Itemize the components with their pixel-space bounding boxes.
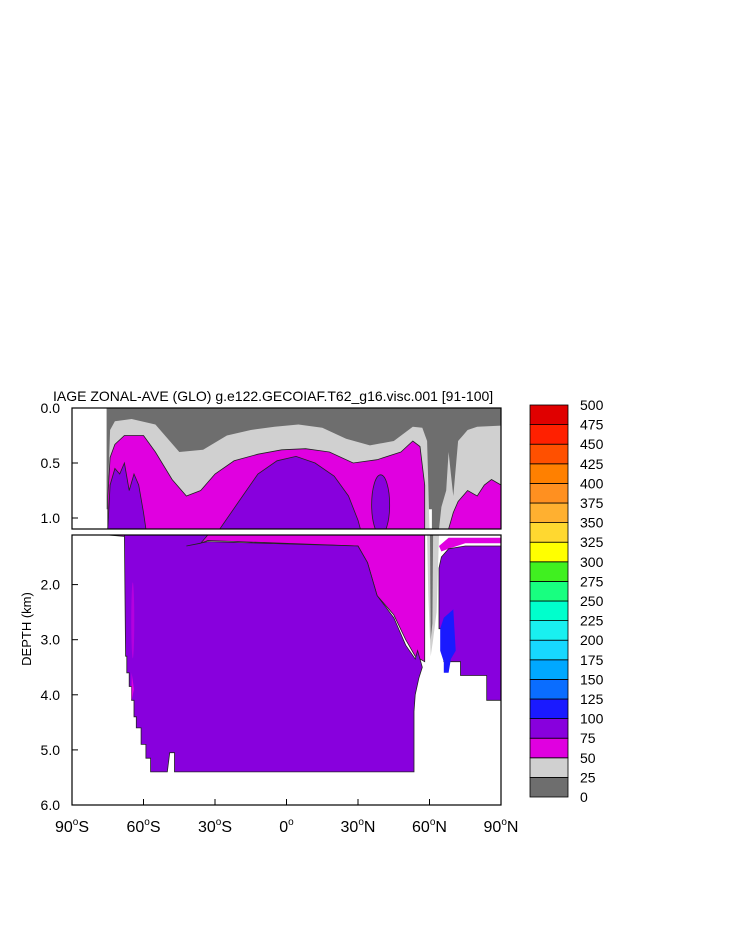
band-25-50-lower [427, 535, 439, 657]
x-tick-number: 90 [55, 819, 73, 836]
x-tick-label: 0o [279, 817, 294, 836]
band-75-100-upper-midlat-patch [371, 474, 391, 529]
colorbar-label: 150 [580, 671, 604, 687]
colorbar-label: 350 [580, 515, 604, 531]
x-tick-degree: o [216, 817, 222, 828]
colorbar-label: 425 [580, 456, 604, 472]
x-tick-hemisphere: S [221, 819, 232, 836]
colorbar-label: 225 [580, 613, 604, 629]
colorbar-label: 475 [580, 417, 604, 433]
x-tick-hemisphere: N [507, 819, 519, 836]
band-75-100-upper-tropics [219, 455, 361, 529]
colorbar-label: 300 [580, 554, 604, 570]
upper-panel [106, 408, 501, 529]
y-tick-label: 3.0 [41, 632, 61, 648]
x-tick-hemisphere: N [435, 819, 447, 836]
x-tick-label: 90oS [55, 817, 89, 836]
x-tick-label: 30oS [198, 817, 232, 836]
colorbar-label: 50 [580, 750, 596, 766]
band-50-75-lower-southern-streak [131, 582, 135, 659]
x-tick-number: 0 [279, 819, 288, 836]
band-50-75-lower-slope [131, 672, 134, 701]
colorbar-label: 75 [580, 730, 596, 746]
x-tick-degree: o [288, 817, 294, 828]
y-tick-label: 6.0 [41, 797, 61, 813]
colorbar-swatch [529, 482, 569, 504]
chart-title: IAGE ZONAL-AVE (GLO) g.e122.GECOIAF.T62_… [53, 388, 493, 404]
colorbar-label: 250 [580, 593, 604, 609]
colorbar-swatch [529, 757, 569, 778]
band-100-125-north-atlantic [440, 609, 456, 673]
x-tick-degree: o [430, 817, 436, 828]
colorbar-label: 400 [580, 475, 604, 491]
x-tick-number: 60 [412, 819, 430, 836]
x-tick-hemisphere: S [150, 819, 161, 836]
colorbar-swatch [529, 620, 569, 641]
band-75-100-lower-main [105, 535, 423, 773]
colorbar-label: 125 [580, 691, 604, 707]
y-axis-label: DEPTH (km) [19, 592, 34, 666]
band-50-75-lower-north [439, 537, 501, 552]
colorbar-swatch [529, 718, 569, 739]
y-tick-label: 0.5 [41, 455, 61, 471]
x-tick-degree: o [144, 817, 150, 828]
x-tick-label: 60oN [412, 817, 447, 836]
colorbar-swatch [529, 522, 569, 543]
y-tick-label: 2.0 [41, 577, 61, 593]
colorbar-swatch [529, 659, 569, 680]
band-75-100-lower-north [438, 545, 501, 701]
x-tick-number: 30 [198, 819, 216, 836]
colorbar-swatch [529, 679, 569, 700]
colorbar-swatch [529, 600, 569, 622]
colorbar-swatch [529, 404, 569, 426]
colorbar-swatch [529, 698, 569, 720]
x-tick-degree: o [358, 817, 364, 828]
x-tick-degree: o [73, 817, 79, 828]
x-tick-label: 60oS [126, 817, 160, 836]
colorbar-label: 325 [580, 534, 604, 550]
band-50-75-upper-north [448, 479, 501, 529]
x-tick-number: 30 [341, 819, 359, 836]
colorbar-label: 500 [580, 397, 604, 413]
colorbar-label: 375 [580, 495, 604, 511]
x-tick-label: 30oN [341, 817, 376, 836]
x-tick-hemisphere: N [364, 819, 376, 836]
band-75-100-upper-southern-ocean [107, 461, 147, 529]
colorbar-label: 200 [580, 632, 604, 648]
y-tick-label: 5.0 [41, 742, 61, 758]
x-tick-hemisphere: S [78, 819, 89, 836]
upper-panel-frame [71, 407, 502, 530]
x-tick-degree: o [501, 817, 507, 828]
y-tick-label: 1.0 [41, 510, 61, 526]
colorbar-swatch [529, 541, 569, 563]
colorbar-label: 25 [580, 769, 596, 785]
y-tick-label: 0.0 [41, 400, 61, 416]
colorbar-swatch [529, 502, 569, 524]
x-tick-label: 90oN [484, 817, 519, 836]
colorbar-label: 0 [580, 789, 588, 805]
colorbar-swatch [529, 561, 569, 582]
colorbar-label: 100 [580, 711, 604, 727]
colorbar-label: 275 [580, 573, 604, 589]
lower-panel [105, 535, 501, 805]
plot-area [105, 408, 501, 805]
colorbar-swatch [529, 443, 569, 465]
colorbar-label: 175 [580, 652, 604, 668]
colorbar-label: 450 [580, 436, 604, 452]
x-tick-number: 60 [126, 819, 144, 836]
x-tick-number: 90 [484, 819, 502, 836]
colorbar-swatch [529, 639, 569, 661]
colorbar-swatch [529, 581, 569, 602]
y-tick-label: 4.0 [41, 687, 61, 703]
band-0-25-lower [430, 535, 434, 640]
colorbar-swatch [529, 777, 569, 798]
colorbar-swatch [529, 737, 569, 759]
colorbar-swatch [529, 424, 569, 445]
colorbar-swatch [529, 463, 569, 484]
colorbar: 0 25 50 75 100 125 150 175 200 225 250 275 300 325 350… [529, 397, 604, 805]
